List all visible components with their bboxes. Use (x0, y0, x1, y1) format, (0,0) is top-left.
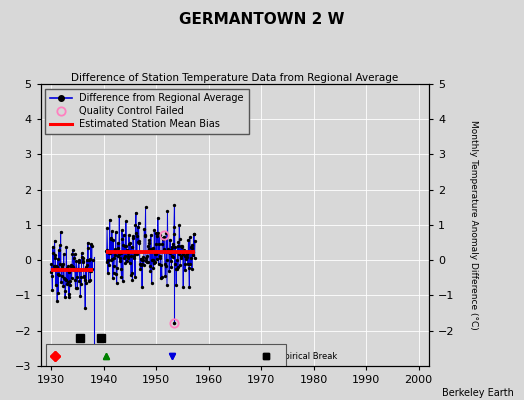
Text: Station Move: Station Move (59, 352, 114, 360)
Title: Difference of Station Temperature Data from Regional Average: Difference of Station Temperature Data f… (71, 73, 398, 83)
Text: Record Gap: Record Gap (110, 352, 159, 360)
Text: Time of Obs. Change: Time of Obs. Change (176, 352, 264, 360)
Legend: Difference from Regional Average, Quality Control Failed, Estimated Station Mean: Difference from Regional Average, Qualit… (46, 89, 249, 134)
Text: Empirical Break: Empirical Break (270, 352, 337, 360)
Text: Berkeley Earth: Berkeley Earth (442, 388, 514, 398)
FancyBboxPatch shape (46, 344, 286, 368)
Y-axis label: Monthly Temperature Anomaly Difference (°C): Monthly Temperature Anomaly Difference (… (468, 120, 477, 330)
Text: GERMANTOWN 2 W: GERMANTOWN 2 W (179, 12, 345, 27)
